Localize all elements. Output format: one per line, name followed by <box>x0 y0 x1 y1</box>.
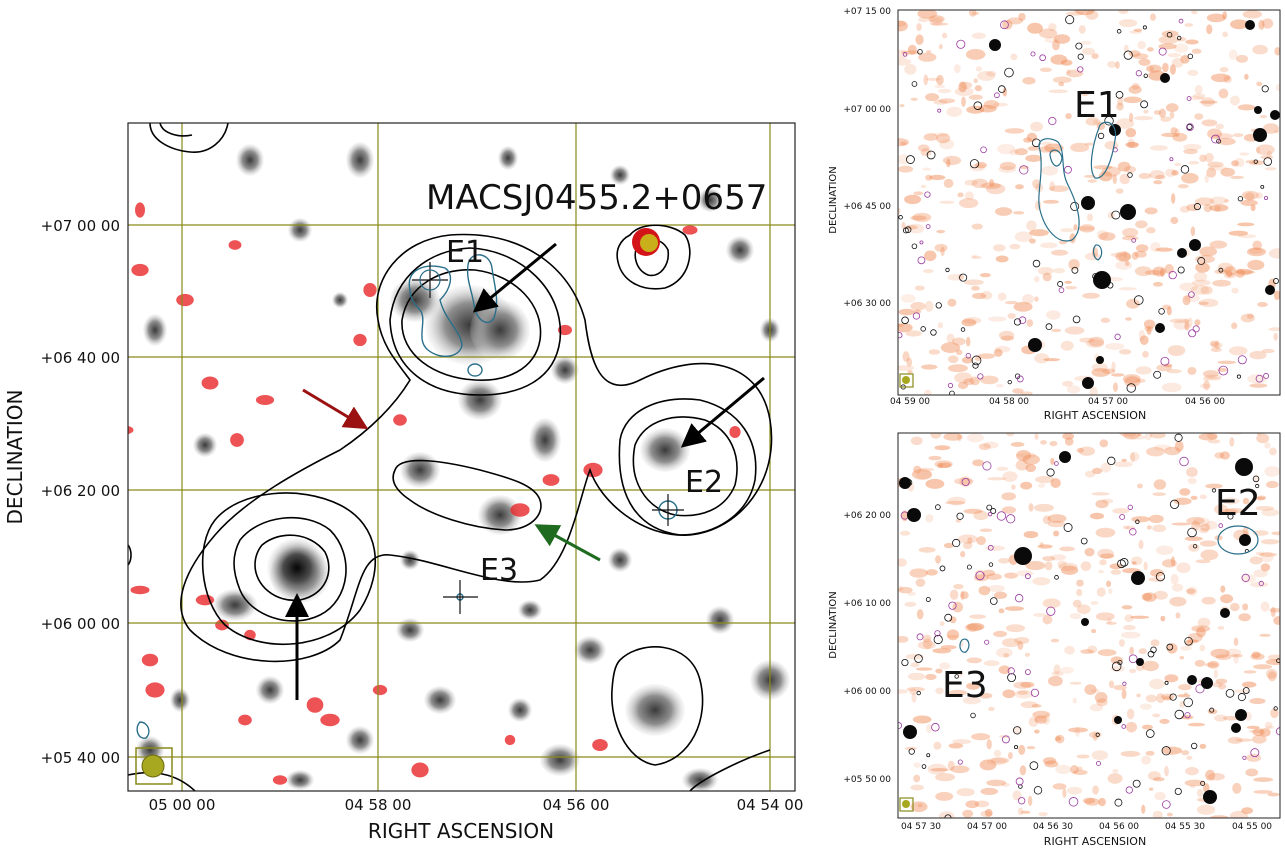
coordinate-grid <box>128 123 795 791</box>
br-y-axis-label: DECLINATION <box>828 591 839 658</box>
optical-grayscale-blobs <box>136 142 790 791</box>
y-tick: +06 10 00 <box>843 599 891 609</box>
x-tick: 04 56 00 <box>1185 397 1225 407</box>
main-y-ticks: +07 00 00 +06 40 00 +06 20 00 +06 00 00 … <box>41 217 120 767</box>
x-tick: 04 59 00 <box>890 397 930 407</box>
y-tick: +06 00 00 <box>41 615 120 633</box>
br-x-ticks: 04 57 30 04 57 00 04 56 30 04 56 00 04 5… <box>901 822 1272 832</box>
xray-contours <box>1038 121 1117 261</box>
x-tick: 04 54 00 <box>737 796 804 814</box>
x-tick: 04 55 30 <box>1165 822 1205 832</box>
label-e3: E3 <box>480 553 518 588</box>
xray-contours <box>959 525 1259 653</box>
x-tick: 04 56 00 <box>1099 822 1139 832</box>
y-tick: +06 45 00 <box>843 202 891 212</box>
label-e2: E2 <box>1215 483 1261 524</box>
x-tick: 04 57 00 <box>967 822 1007 832</box>
top-right-panel: E1 04 59 00 04 58 00 04 57 00 04 56 00 +… <box>828 7 1281 422</box>
y-tick: +06 20 00 <box>41 482 120 500</box>
tr-x-ticks: 04 59 00 04 58 00 04 57 00 04 56 00 <box>890 397 1225 407</box>
x-tick: 04 55 00 <box>1232 822 1272 832</box>
tr-y-ticks: +07 15 00 +07 00 00 +06 45 00 +06 30 00 <box>843 7 891 309</box>
x-tick: 04 57 00 <box>1088 397 1128 407</box>
y-tick: +07 00 00 <box>843 105 891 115</box>
annotation-arrows <box>285 242 765 700</box>
tr-x-axis-label: RIGHT ASCENSION <box>1044 409 1146 422</box>
x-tick: 04 56 00 <box>543 796 610 814</box>
y-tick: +06 20 00 <box>843 511 891 521</box>
main-x-axis-label: RIGHT ASCENSION <box>368 819 554 843</box>
main-panel: MACSJ0455.2+0657 E1 E2 E3 05 00 00 04 58… <box>3 122 804 843</box>
cluster-title: MACSJ0455.2+0657 <box>426 178 767 218</box>
galaxy-sources <box>898 15 1280 395</box>
y-tick: +05 50 00 <box>843 775 891 785</box>
x-tick: 04 58 00 <box>345 796 412 814</box>
y-tick: +07 00 00 <box>41 217 120 235</box>
label-e2: E2 <box>685 465 723 500</box>
optical-wash <box>898 10 1280 395</box>
y-tick: +06 00 00 <box>843 687 891 697</box>
y-tick: +06 30 00 <box>843 299 891 309</box>
br-x-axis-label: RIGHT ASCENSION <box>1044 835 1146 848</box>
y-tick: +06 40 00 <box>41 349 120 367</box>
radio-contours <box>128 123 773 791</box>
galaxy-sources <box>898 433 1280 818</box>
x-tick: 04 57 30 <box>901 822 941 832</box>
label-e3: E3 <box>942 665 988 706</box>
compact-red-sources <box>128 202 741 785</box>
main-x-ticks: 05 00 00 04 58 00 04 56 00 04 54 00 <box>149 796 804 814</box>
x-tick: 04 58 00 <box>989 397 1029 407</box>
main-plot-area <box>128 123 795 791</box>
y-tick: +05 40 00 <box>41 749 120 767</box>
position-markers <box>412 262 684 614</box>
beam-box <box>135 747 173 785</box>
x-tick: 04 56 30 <box>1033 822 1073 832</box>
y-tick: +07 15 00 <box>843 7 891 17</box>
br-y-ticks: +06 20 00 +06 10 00 +06 00 00 +05 50 00 <box>843 511 891 785</box>
label-e1: E1 <box>446 235 484 270</box>
bottom-right-panel: E2 E3 04 57 30 04 57 00 04 56 30 04 56 0… <box>828 432 1281 848</box>
x-tick: 05 00 00 <box>149 796 216 814</box>
label-e1: E1 <box>1074 85 1120 126</box>
tr-y-axis-label: DECLINATION <box>828 166 839 233</box>
main-y-axis-label: DECLINATION <box>3 390 27 525</box>
beam-ellipse <box>141 754 165 778</box>
main-frame <box>127 122 796 792</box>
optical-wash <box>898 433 1280 818</box>
